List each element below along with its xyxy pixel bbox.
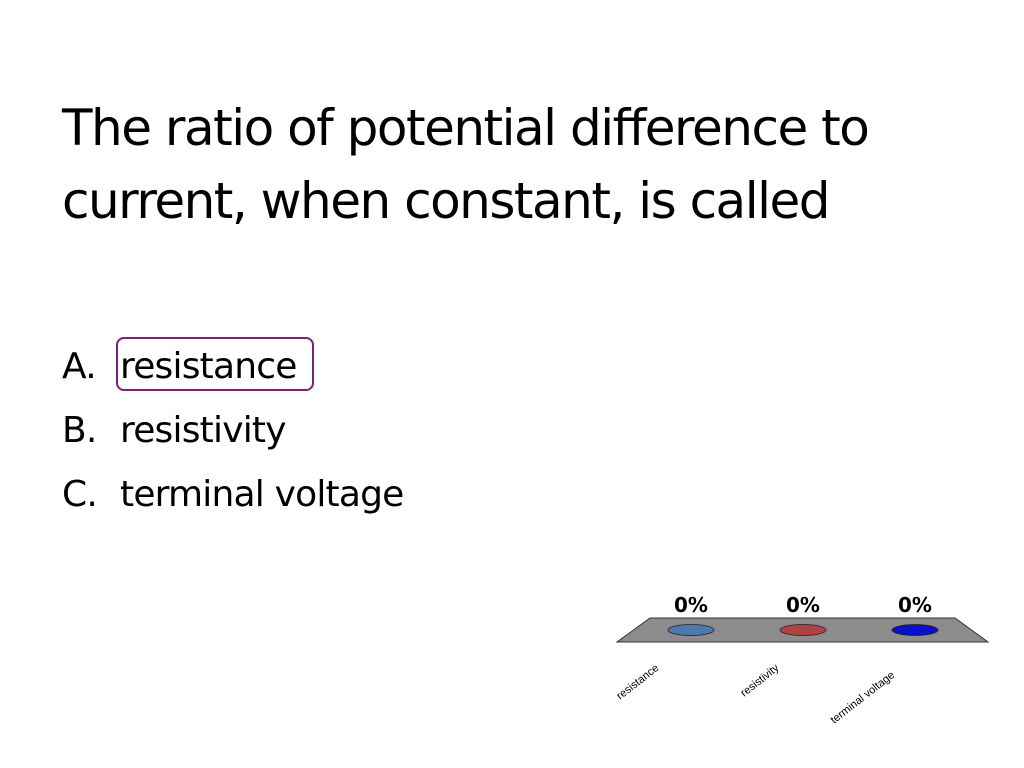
category-label: resistance xyxy=(614,662,661,702)
category-label: terminal voltage xyxy=(828,669,897,726)
value-label: 0% xyxy=(674,593,708,617)
option-text: terminal voltage xyxy=(120,474,404,515)
bar-1 xyxy=(779,624,827,636)
value-label: 0% xyxy=(898,593,932,617)
selected-answer-highlight xyxy=(116,337,314,391)
question-title: The ratio of potential difference to cur… xyxy=(62,99,870,230)
option-letter: B. xyxy=(62,410,97,451)
category-label: resistivity xyxy=(738,662,781,700)
option-text: resistance xyxy=(120,346,297,387)
value-label: 0% xyxy=(786,593,820,617)
bar-2 xyxy=(891,624,939,636)
bar-0 xyxy=(667,624,715,636)
option-letter: A. xyxy=(62,346,97,387)
option-text: resistivity xyxy=(120,410,287,451)
option-letter: C. xyxy=(62,474,98,515)
